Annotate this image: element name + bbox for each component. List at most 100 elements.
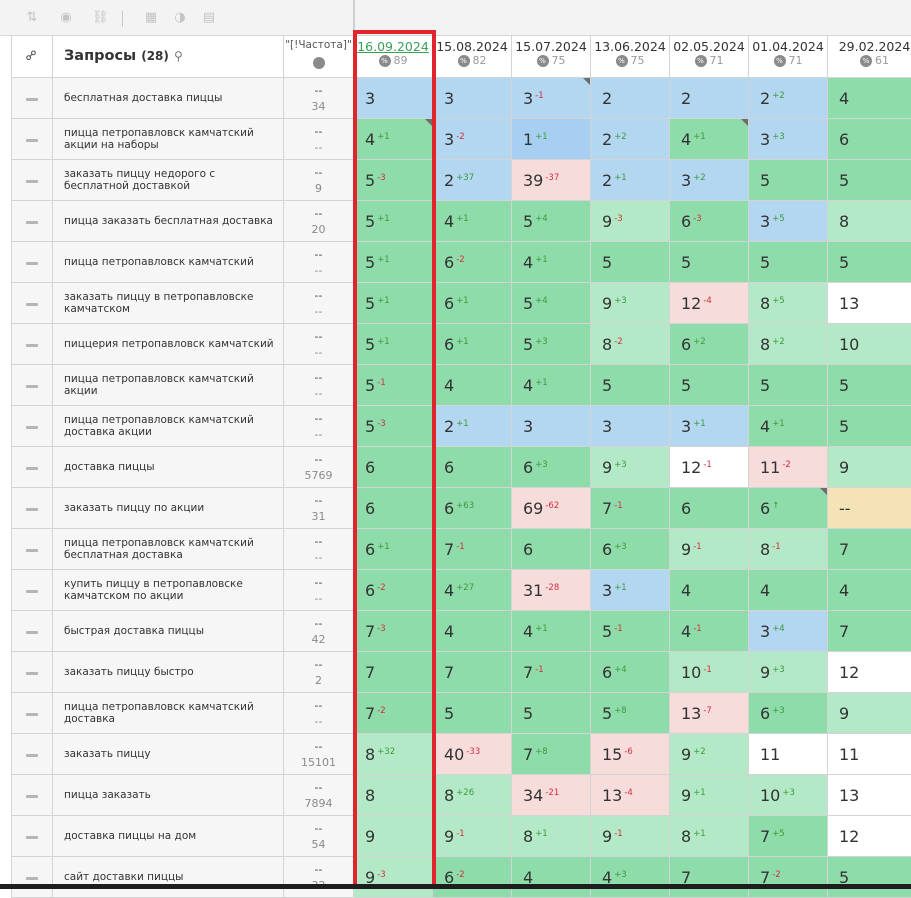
minus-icon[interactable] bbox=[26, 385, 38, 388]
position-cell[interactable]: 9 bbox=[828, 447, 911, 488]
row-toggle[interactable] bbox=[12, 816, 53, 857]
position-cell[interactable]: 5 bbox=[828, 365, 911, 406]
position-cell[interactable]: 6 bbox=[512, 529, 591, 570]
position-cell[interactable]: 8-1 bbox=[749, 529, 828, 570]
position-cell[interactable]: 5 bbox=[591, 242, 670, 283]
position-cell[interactable]: 10 bbox=[828, 324, 911, 365]
position-cell[interactable]: 10-1 bbox=[670, 652, 749, 693]
position-cell[interactable]: 6+1 bbox=[433, 283, 512, 324]
position-cell[interactable]: 6 bbox=[828, 119, 911, 160]
position-cell[interactable]: 4+1 bbox=[670, 119, 749, 160]
position-cell[interactable]: 3 bbox=[591, 406, 670, 447]
position-cell[interactable]: 6-3 bbox=[670, 201, 749, 242]
minus-icon[interactable] bbox=[26, 426, 38, 429]
percent-icon[interactable]: % bbox=[537, 55, 549, 67]
minus-icon[interactable] bbox=[26, 344, 38, 347]
position-cell[interactable]: 5+8 bbox=[591, 693, 670, 734]
minus-icon[interactable] bbox=[26, 139, 38, 142]
position-cell[interactable]: 6+1 bbox=[433, 324, 512, 365]
position-cell[interactable]: 9+1 bbox=[670, 775, 749, 816]
position-cell[interactable]: 5 bbox=[828, 242, 911, 283]
position-cell[interactable]: 9-1 bbox=[433, 816, 512, 857]
position-cell[interactable]: 6+3 bbox=[512, 447, 591, 488]
position-cell[interactable]: 5 bbox=[828, 160, 911, 201]
position-cell[interactable]: 12 bbox=[828, 652, 911, 693]
minus-icon[interactable] bbox=[26, 713, 38, 716]
position-cell[interactable]: 6-2 bbox=[433, 242, 512, 283]
position-cell[interactable]: 9+3 bbox=[591, 447, 670, 488]
position-cell[interactable]: 7+5 bbox=[749, 816, 828, 857]
row-toggle[interactable] bbox=[12, 160, 53, 201]
minus-icon[interactable] bbox=[26, 877, 38, 880]
minus-icon[interactable] bbox=[26, 180, 38, 183]
minus-icon[interactable] bbox=[26, 262, 38, 265]
position-cell[interactable]: 8-2 bbox=[591, 324, 670, 365]
position-cell[interactable]: 5+4 bbox=[512, 201, 591, 242]
position-cell[interactable]: 4 bbox=[670, 570, 749, 611]
row-toggle[interactable] bbox=[12, 324, 53, 365]
position-cell[interactable]: 4+1 bbox=[749, 406, 828, 447]
position-cell[interactable]: 9-3 bbox=[591, 201, 670, 242]
position-cell[interactable]: 4 bbox=[749, 570, 828, 611]
position-cell[interactable]: 5 bbox=[670, 365, 749, 406]
position-cell[interactable]: 2+37 bbox=[433, 160, 512, 201]
position-cell[interactable]: 6+63 bbox=[433, 488, 512, 529]
position-cell[interactable]: 6↑ bbox=[749, 488, 828, 529]
position-cell[interactable]: 11 bbox=[749, 734, 828, 775]
position-cell[interactable]: 9 bbox=[828, 693, 911, 734]
link-icon[interactable]: ⛓ bbox=[92, 11, 108, 25]
date-column-header[interactable]: 15.08.2024%82 bbox=[433, 36, 512, 78]
position-cell[interactable]: 2 bbox=[670, 78, 749, 119]
minus-icon[interactable] bbox=[26, 549, 38, 552]
position-cell[interactable]: 69-62 bbox=[512, 488, 591, 529]
position-cell[interactable]: 10+3 bbox=[749, 775, 828, 816]
contrast-icon[interactable]: ◑ bbox=[172, 11, 188, 25]
minus-icon[interactable] bbox=[26, 754, 38, 757]
minus-icon[interactable] bbox=[26, 221, 38, 224]
position-cell[interactable]: 5+3 bbox=[512, 324, 591, 365]
position-cell[interactable]: 6 bbox=[670, 488, 749, 529]
position-cell[interactable]: 7-1 bbox=[591, 488, 670, 529]
position-cell[interactable]: 9+2 bbox=[670, 734, 749, 775]
position-cell[interactable]: 4+1 bbox=[512, 242, 591, 283]
export-icon[interactable]: ▤ bbox=[201, 11, 217, 25]
row-toggle[interactable] bbox=[12, 406, 53, 447]
position-cell[interactable]: 15-6 bbox=[591, 734, 670, 775]
position-cell[interactable]: 9-1 bbox=[670, 529, 749, 570]
position-cell[interactable]: 13 bbox=[828, 775, 911, 816]
position-cell[interactable]: 2+1 bbox=[591, 160, 670, 201]
date-column-header[interactable]: 02.05.2024%71 bbox=[670, 36, 749, 78]
position-cell[interactable]: 3+3 bbox=[749, 119, 828, 160]
position-cell[interactable]: 39-37 bbox=[512, 160, 591, 201]
position-cell[interactable]: 8+2 bbox=[749, 324, 828, 365]
position-cell[interactable]: 11 bbox=[828, 734, 911, 775]
position-cell[interactable]: -- bbox=[828, 488, 911, 529]
position-cell[interactable]: 13 bbox=[828, 283, 911, 324]
percent-icon[interactable]: % bbox=[458, 55, 470, 67]
percent-icon[interactable]: % bbox=[774, 55, 786, 67]
position-cell[interactable]: 9+3 bbox=[749, 652, 828, 693]
position-cell[interactable]: 6+2 bbox=[670, 324, 749, 365]
position-cell[interactable]: 2+1 bbox=[433, 406, 512, 447]
date-column-header[interactable]: 29.02.2024%61 bbox=[828, 36, 911, 78]
position-cell[interactable]: 5 bbox=[828, 857, 911, 898]
position-cell[interactable]: 4+1 bbox=[433, 201, 512, 242]
chain-link-icon[interactable]: ⚯ bbox=[22, 46, 42, 66]
position-cell[interactable]: 7 bbox=[828, 529, 911, 570]
position-cell[interactable]: 8+1 bbox=[670, 816, 749, 857]
position-cell[interactable]: 13-7 bbox=[670, 693, 749, 734]
position-cell[interactable]: 4 bbox=[512, 857, 591, 898]
position-cell[interactable]: 4 bbox=[828, 78, 911, 119]
minus-icon[interactable] bbox=[26, 508, 38, 511]
minus-icon[interactable] bbox=[26, 795, 38, 798]
position-cell[interactable]: 5-1 bbox=[591, 611, 670, 652]
position-cell[interactable]: 9-1 bbox=[591, 816, 670, 857]
position-cell[interactable]: 40-33 bbox=[433, 734, 512, 775]
position-cell[interactable]: 5 bbox=[828, 406, 911, 447]
position-cell[interactable]: 2+2 bbox=[591, 119, 670, 160]
position-cell[interactable]: 4+1 bbox=[512, 611, 591, 652]
row-toggle[interactable] bbox=[12, 775, 53, 816]
globe-icon[interactable] bbox=[284, 54, 353, 73]
position-cell[interactable]: 7 bbox=[670, 857, 749, 898]
position-cell[interactable]: 3 bbox=[512, 406, 591, 447]
